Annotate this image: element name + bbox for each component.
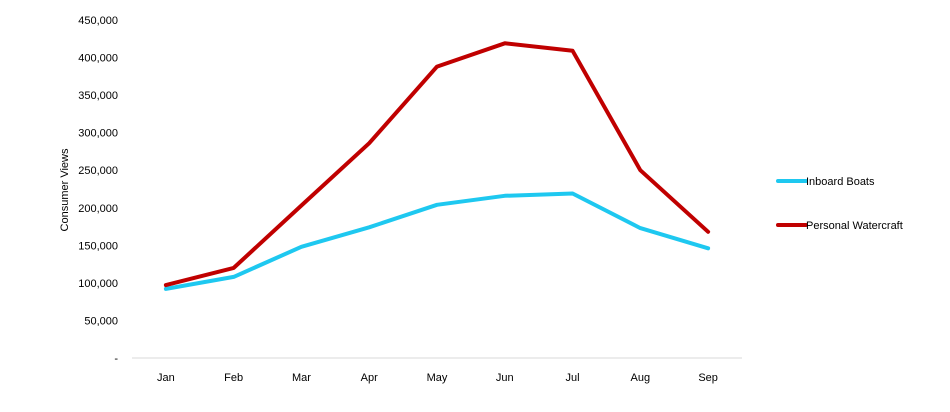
y-axis-title: Consumer Views xyxy=(59,148,71,231)
data-point xyxy=(435,203,439,207)
data-point xyxy=(638,168,642,172)
data-point xyxy=(706,246,710,250)
y-axis: - 50,000 100,000 150,000 200,000 250,000 300,0… xyxy=(78,15,118,365)
x-tick-label: May xyxy=(427,372,448,384)
legend-label: Inboard Boats xyxy=(806,176,875,188)
x-axis: Jan Feb Mar Apr May Jun Jul Aug Sep xyxy=(132,357,742,384)
data-point xyxy=(571,49,575,53)
data-point xyxy=(503,41,507,45)
y-tick-label: 150,000 xyxy=(78,240,118,252)
y-tick-label: 450,000 xyxy=(78,15,118,27)
y-tick-label: 350,000 xyxy=(78,90,118,102)
y-tick-label: 400,000 xyxy=(78,53,118,65)
legend: Inboard Boats Personal Watercraft xyxy=(776,176,903,232)
data-point xyxy=(367,225,371,229)
data-point xyxy=(706,230,710,234)
data-point xyxy=(571,192,575,196)
legend-label: Personal Watercraft xyxy=(806,220,903,232)
data-point xyxy=(232,275,236,279)
data-point xyxy=(232,266,236,270)
data-point xyxy=(164,287,168,291)
series-line xyxy=(163,41,711,288)
y-tick-label: 200,000 xyxy=(78,203,118,215)
x-tick-label: Jul xyxy=(566,372,580,384)
x-tick-label: Sep xyxy=(698,372,718,384)
y-tick-label: 50,000 xyxy=(84,315,118,327)
data-point xyxy=(638,226,642,230)
legend-item: Inboard Boats xyxy=(776,176,875,188)
y-tick-label: 250,000 xyxy=(78,165,118,177)
x-tick-label: Mar xyxy=(292,372,311,384)
data-point xyxy=(367,141,371,145)
data-point xyxy=(164,283,168,287)
x-tick-label: Apr xyxy=(361,372,378,384)
x-tick-label: Jan xyxy=(157,372,175,384)
y-tick-label: - xyxy=(114,353,118,365)
series-lines xyxy=(163,41,711,291)
series-line xyxy=(163,191,711,291)
y-tick-label: 300,000 xyxy=(78,128,118,140)
x-tick-label: Jun xyxy=(496,372,514,384)
x-tick-label: Aug xyxy=(631,372,651,384)
data-point xyxy=(299,204,303,208)
data-point xyxy=(299,245,303,249)
legend-item: Personal Watercraft xyxy=(776,220,903,232)
x-tick-label: Feb xyxy=(224,372,243,384)
data-point xyxy=(503,194,507,198)
y-tick-label: 100,000 xyxy=(78,278,118,290)
data-point xyxy=(435,65,439,69)
